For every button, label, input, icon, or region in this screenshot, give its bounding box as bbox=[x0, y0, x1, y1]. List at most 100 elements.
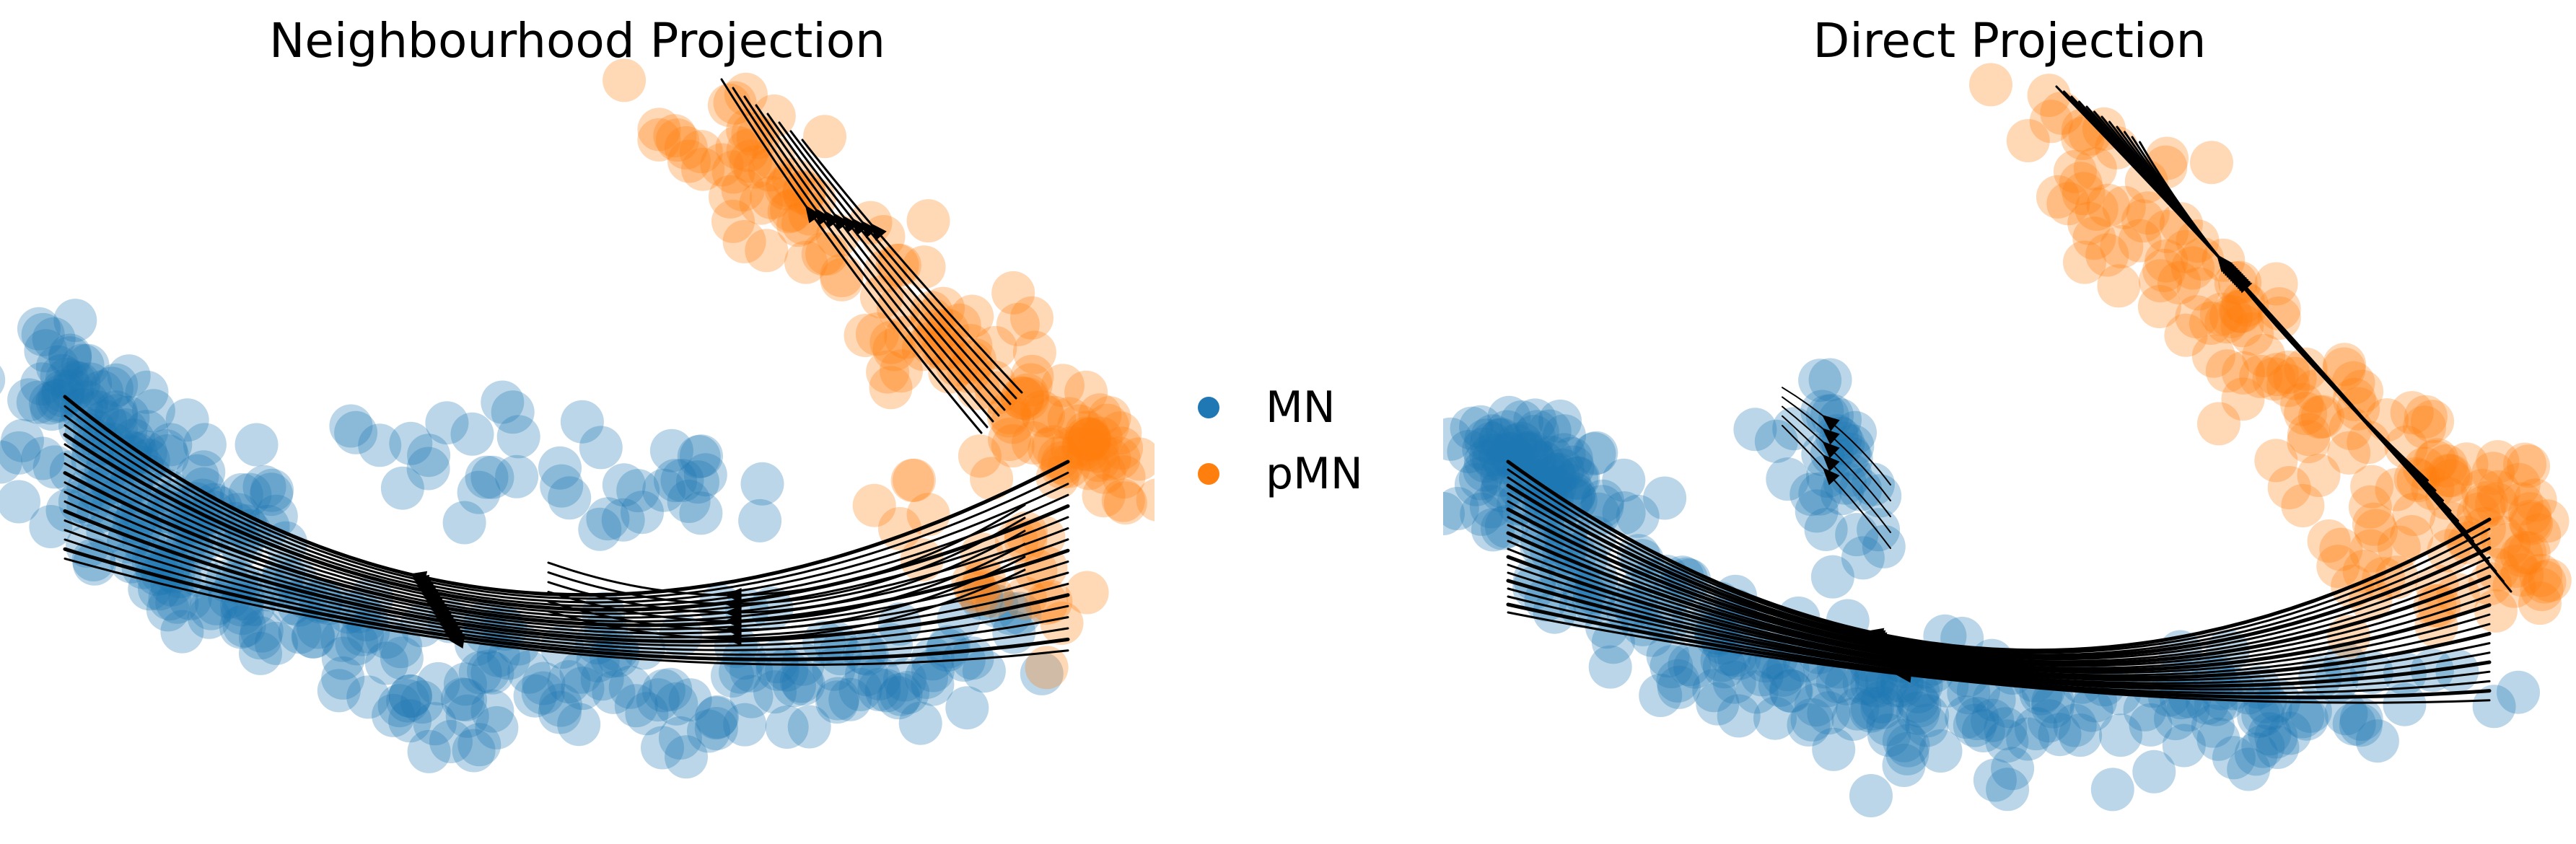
point-mn bbox=[457, 723, 501, 767]
point-mn bbox=[1533, 466, 1577, 510]
point-mn bbox=[475, 705, 519, 750]
point-mn bbox=[1489, 431, 1533, 475]
point-mn bbox=[578, 507, 622, 551]
point-pmn bbox=[2287, 420, 2331, 464]
point-pmn bbox=[952, 338, 996, 382]
point-mn bbox=[1702, 645, 1746, 689]
point-mn bbox=[35, 345, 79, 389]
streamline bbox=[63, 500, 1069, 638]
streamline bbox=[1506, 483, 2492, 659]
point-mn bbox=[665, 735, 708, 779]
point-pmn bbox=[2046, 182, 2090, 226]
streamline bbox=[1507, 563, 2491, 682]
point-pmn bbox=[880, 349, 923, 393]
point-mn bbox=[1538, 399, 1582, 443]
point-pmn bbox=[986, 394, 1030, 438]
point-pmn bbox=[2073, 147, 2117, 190]
point-mn bbox=[429, 720, 473, 763]
point-mn bbox=[2028, 699, 2071, 743]
streamline-arrowhead bbox=[1822, 441, 1840, 459]
point-mn bbox=[755, 640, 799, 684]
point-mn bbox=[150, 563, 194, 607]
point-mn bbox=[658, 716, 702, 760]
point-pmn bbox=[750, 175, 794, 219]
point-pmn bbox=[1065, 571, 1109, 615]
point-pmn bbox=[2403, 405, 2446, 449]
point-pmn bbox=[2297, 454, 2341, 497]
point-pmn bbox=[2348, 485, 2392, 529]
point-pmn bbox=[2254, 439, 2298, 483]
point-mn bbox=[425, 401, 469, 445]
point-pmn bbox=[2349, 529, 2393, 573]
point-mn bbox=[495, 454, 539, 498]
point-mn bbox=[1657, 665, 1701, 709]
point-pmn bbox=[715, 126, 759, 170]
point-pmn bbox=[2280, 382, 2324, 426]
point-mn bbox=[1505, 432, 1549, 476]
point-pmn bbox=[973, 325, 1017, 369]
point-mn bbox=[1577, 492, 1621, 536]
point-mn bbox=[2014, 707, 2058, 751]
point-mn bbox=[962, 649, 1006, 693]
point-pmn bbox=[2142, 248, 2186, 292]
streamline bbox=[1506, 555, 2492, 680]
point-mn bbox=[416, 661, 460, 705]
point-mn bbox=[1498, 440, 1542, 483]
point-mn bbox=[329, 404, 373, 448]
point-pmn bbox=[2242, 333, 2286, 377]
point-pmn bbox=[2403, 447, 2447, 491]
point-mn bbox=[1510, 430, 1554, 474]
point-mn bbox=[2497, 670, 2540, 714]
point-mn bbox=[481, 380, 525, 424]
point-pmn bbox=[2476, 440, 2520, 484]
point-mn bbox=[1761, 653, 1805, 697]
streamline bbox=[547, 542, 1026, 623]
streamline bbox=[63, 471, 1070, 628]
point-mn bbox=[2162, 724, 2206, 768]
point-mn bbox=[1486, 432, 1530, 476]
point-pmn bbox=[2218, 289, 2262, 333]
point-pmn bbox=[2340, 369, 2384, 413]
point-mn bbox=[1789, 472, 1834, 516]
point-pmn bbox=[924, 327, 968, 371]
point-mn bbox=[2472, 685, 2516, 729]
point-pmn bbox=[902, 245, 946, 289]
point-pmn bbox=[1082, 450, 1126, 494]
point-pmn bbox=[2461, 469, 2505, 512]
streamline-arrowhead bbox=[860, 220, 877, 239]
point-mn bbox=[1839, 467, 1883, 511]
point-mn bbox=[1471, 414, 1515, 458]
point-mn bbox=[1696, 682, 1740, 726]
streamline bbox=[789, 130, 1017, 400]
point-mn bbox=[1851, 462, 1895, 506]
point-pmn bbox=[2256, 353, 2299, 397]
point-mn bbox=[1499, 421, 1543, 465]
point-pmn bbox=[726, 128, 770, 172]
point-pmn bbox=[1100, 426, 1144, 470]
point-pmn bbox=[1051, 426, 1094, 470]
point-mn bbox=[106, 395, 150, 439]
point-mn bbox=[680, 434, 723, 478]
point-pmn bbox=[1005, 373, 1049, 417]
point-mn bbox=[1866, 703, 1910, 747]
streamline bbox=[801, 139, 1023, 394]
point-pmn bbox=[2322, 347, 2366, 391]
point-pmn bbox=[2189, 302, 2233, 345]
point-mn bbox=[388, 674, 432, 718]
point-pmn bbox=[1000, 377, 1044, 421]
point-mn bbox=[2069, 688, 2113, 732]
point-mn bbox=[636, 678, 680, 722]
point-pmn bbox=[2225, 283, 2269, 328]
point-mn bbox=[2030, 685, 2075, 729]
point-pmn bbox=[2390, 391, 2434, 435]
point-pmn bbox=[1025, 646, 1069, 690]
point-pmn bbox=[2319, 527, 2363, 571]
point-mn bbox=[95, 408, 139, 452]
point-mn bbox=[740, 462, 784, 506]
point-mn bbox=[513, 674, 557, 718]
point-pmn bbox=[713, 81, 757, 125]
point-mn bbox=[559, 650, 603, 694]
panel-direct: Direct Projection bbox=[1443, 0, 2576, 844]
point-mn bbox=[80, 370, 123, 414]
point-mn bbox=[29, 381, 72, 425]
